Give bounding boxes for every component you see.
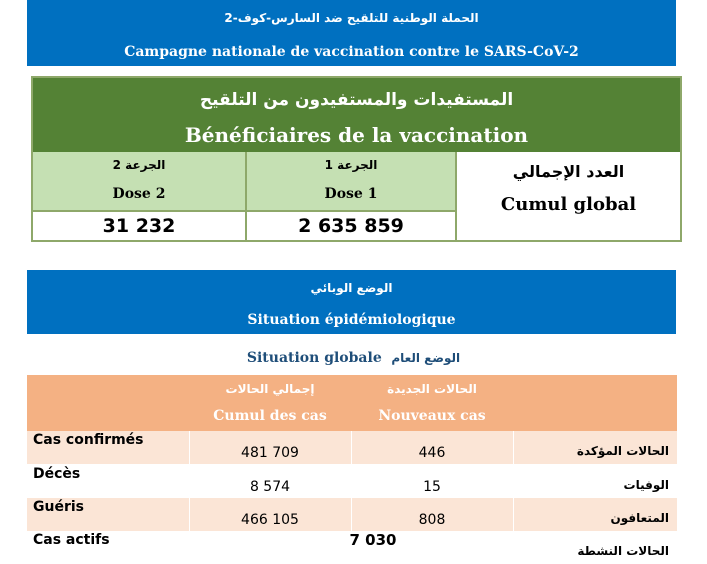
situation-header: الوضع الوبائي Situation épidémiologique xyxy=(27,270,676,334)
row-label-ar: الحالات المؤكدة xyxy=(576,444,669,458)
cases-table-header: إجمالي الحالات Cumul des cas الحالات الج… xyxy=(27,375,677,431)
table-row: Cas actifs 7 030 الحالات النشطة xyxy=(27,531,677,564)
dose1-label-ar: الجرعة 1 xyxy=(324,158,378,172)
dose2-header: الجرعة 2 Dose 2 xyxy=(33,152,247,210)
table-row: Cas confirmés 481 709 446 الحالات المؤكد… xyxy=(27,431,677,464)
beneficiaries-title-ar: المستفيدات والمستفيدون من التلقيح xyxy=(199,90,514,110)
row-label-fr: Cas confirmés xyxy=(33,432,144,448)
row-nouveaux-value: 15 xyxy=(423,479,441,495)
dose2-label-fr: Dose 2 xyxy=(112,186,166,202)
dose2-label-ar: الجرعة 2 xyxy=(112,158,166,172)
row-label-fr: Cas actifs xyxy=(33,532,110,548)
situation-globale-ar: الوضع العام xyxy=(391,351,461,365)
situation-globale-fr: Situation globale xyxy=(246,350,382,366)
dose1-header: الجرعة 1 Dose 1 xyxy=(247,152,457,210)
situation-title-fr: Situation épidémiologique xyxy=(247,312,456,328)
cumul-global-label-ar: العدد الإجمالي xyxy=(512,162,625,181)
dose1-value: 2 635 859 xyxy=(247,210,457,240)
situation-title-ar: الوضع الوبائي xyxy=(310,281,393,295)
row-cumul-value: 466 105 xyxy=(241,512,299,528)
col-nouveaux-fr: Nouveaux cas xyxy=(378,408,486,424)
campaign-title-fr: Campagne nationale de vaccination contre… xyxy=(124,44,579,60)
col-cumul-fr: Cumul des cas xyxy=(213,408,327,424)
beneficiaries-header: المستفيدات والمستفيدون من التلقيح Bénéfi… xyxy=(33,78,680,152)
row-nouveaux-value: 808 xyxy=(418,512,446,528)
col-nouveaux-ar: الحالات الجديدة xyxy=(387,382,477,396)
row-label-ar: المتعافون xyxy=(610,511,669,525)
row-label-fr: Décès xyxy=(33,466,81,482)
beneficiaries-panel: المستفيدات والمستفيدون من التلقيح Bénéfi… xyxy=(31,76,682,242)
row-cumul-value: 8 574 xyxy=(249,479,291,495)
dose2-value: 31 232 xyxy=(33,210,247,240)
campaign-header: الحملة الوطنية للتلقيح ضد السارس-كوف-2 C… xyxy=(27,0,676,66)
table-row: Décès 8 574 15 الوفيات xyxy=(27,465,677,498)
row-label-ar: الوفيات xyxy=(623,478,669,492)
row-cumul-value: 7 030 xyxy=(349,531,397,549)
dose1-label-fr: Dose 1 xyxy=(324,186,378,202)
col-cumul-ar: إجمالي الحالات xyxy=(225,382,315,396)
campaign-title-ar: الحملة الوطنية للتلقيح ضد السارس-كوف-2 xyxy=(224,11,479,25)
cumul-global-cell: العدد الإجمالي Cumul global xyxy=(457,152,680,240)
cumul-global-label-fr: Cumul global xyxy=(500,194,637,215)
table-row: Guéris 466 105 808 المتعافون xyxy=(27,498,677,531)
row-label-ar: الحالات النشطة xyxy=(577,544,669,558)
beneficiaries-title-fr: Bénéficiaires de la vaccination xyxy=(184,123,529,147)
row-cumul-value: 481 709 xyxy=(241,445,299,461)
row-label-fr: Guéris xyxy=(33,499,84,515)
situation-globale-title: Situation globale الوضع العام xyxy=(0,347,707,366)
row-nouveaux-value: 446 xyxy=(418,445,446,461)
